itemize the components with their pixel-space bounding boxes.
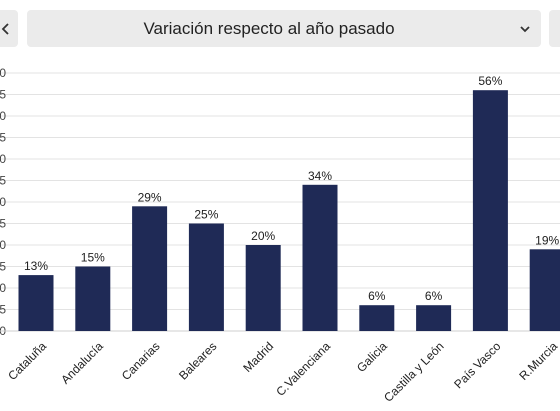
y-tick-label: 55 (0, 88, 6, 102)
y-tick-label: 35 (0, 174, 6, 188)
y-tick-label: 30 (0, 195, 6, 209)
next-button[interactable] (549, 10, 560, 47)
bar (302, 184, 338, 331)
y-tick-label: 40 (0, 152, 6, 166)
data-label: 6% (425, 289, 443, 303)
bar (245, 245, 281, 331)
bar (75, 266, 111, 331)
y-tick-label: 20 (0, 238, 6, 252)
bar (132, 206, 168, 331)
y-tick-label: 25 (0, 217, 6, 231)
bar (529, 249, 560, 331)
data-label: 29% (138, 190, 162, 204)
data-label: 6% (368, 289, 386, 303)
y-tick-label: 45 (0, 131, 6, 145)
x-tick-label: R.Murcia (516, 339, 560, 383)
y-tick-label: 5 (0, 303, 6, 317)
bar (359, 305, 395, 331)
x-tick-label: Baleares (176, 339, 219, 382)
data-label: 15% (81, 251, 105, 265)
bar (188, 223, 224, 331)
x-tick-label: País Vasco (451, 339, 503, 391)
data-label: 34% (308, 169, 332, 183)
y-tick-label: 60 (0, 66, 6, 80)
previous-button[interactable] (0, 10, 18, 47)
y-tick-label: 15 (0, 260, 6, 274)
bar (18, 275, 54, 331)
bar (416, 305, 452, 331)
x-tick-label: Castilla y León (381, 339, 447, 405)
x-tick-label: Galicia (354, 339, 390, 375)
metric-selector[interactable]: Variación respecto al año pasado (27, 10, 541, 47)
y-tick-label: 10 (0, 281, 6, 295)
x-tick-label: Madrid (240, 339, 276, 375)
data-label: 13% (24, 259, 48, 273)
data-label: 19% (535, 233, 559, 247)
data-label: 25% (194, 208, 218, 222)
data-label: 56% (478, 74, 502, 88)
x-tick-label: Andalucía (58, 339, 106, 387)
bar (472, 90, 508, 331)
y-tick-label: 50 (0, 109, 6, 123)
chevron-down-icon (520, 26, 530, 33)
x-tick-label: Cataluña (5, 339, 49, 383)
chevron-left-icon (1, 22, 9, 35)
x-tick-label: Canarias (119, 339, 163, 383)
bar-chart: 05101520253035404550556013%Cataluña15%An… (0, 66, 560, 405)
data-label: 20% (251, 229, 275, 243)
top-bar: Variación respecto al año pasado (0, 0, 560, 56)
x-tick-label: C.Valenciana (273, 339, 333, 399)
metric-selector-label: Variación respecto al año pasado (143, 19, 395, 38)
